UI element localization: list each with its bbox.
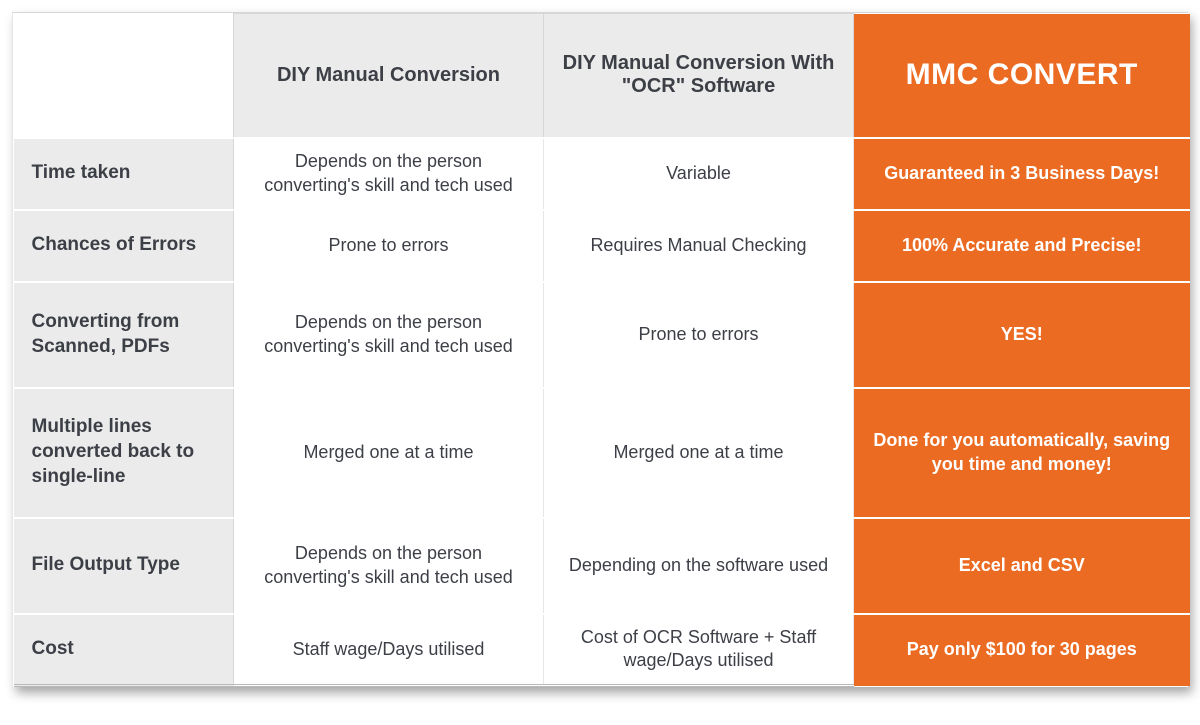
row-attribute: Time taken <box>14 138 234 210</box>
table-row: Chances of ErrorsProne to errorsRequires… <box>14 210 1190 282</box>
table-header-row: DIY Manual Conversion DIY Manual Convers… <box>14 14 1190 138</box>
row-col1: Prone to errors <box>234 210 544 282</box>
row-col3-highlight: 100% Accurate and Precise! <box>854 210 1190 282</box>
table-row: CostStaff wage/Days utilisedCost of OCR … <box>14 614 1190 686</box>
row-attribute: Converting from Scanned, PDFs <box>14 282 234 388</box>
header-blank <box>14 14 234 138</box>
row-col3-highlight: Excel and CSV <box>854 518 1190 614</box>
row-col3-highlight: Guaranteed in 3 Business Days! <box>854 138 1190 210</box>
row-col1: Merged one at a time <box>234 388 544 518</box>
row-attribute: Chances of Errors <box>14 210 234 282</box>
header-col2: DIY Manual Conversion With "OCR" Softwar… <box>544 14 854 138</box>
row-col2: Requires Manual Checking <box>544 210 854 282</box>
row-col1: Depends on the person converting's skill… <box>234 518 544 614</box>
table-row: Time takenDepends on the person converti… <box>14 138 1190 210</box>
row-attribute: File Output Type <box>14 518 234 614</box>
table-row: Multiple lines converted back to single-… <box>14 388 1190 518</box>
row-col3-highlight: Done for you automatically, saving you t… <box>854 388 1190 518</box>
row-attribute: Cost <box>14 614 234 686</box>
table-row: Converting from Scanned, PDFsDepends on … <box>14 282 1190 388</box>
row-col2: Merged one at a time <box>544 388 854 518</box>
row-col2: Cost of OCR Software + Staff wage/Days u… <box>544 614 854 686</box>
row-col3-highlight: YES! <box>854 282 1190 388</box>
row-col2: Prone to errors <box>544 282 854 388</box>
comparison-table: DIY Manual Conversion DIY Manual Convers… <box>13 13 1190 687</box>
row-col1: Depends on the person converting's skill… <box>234 138 544 210</box>
row-col2: Variable <box>544 138 854 210</box>
row-col3-highlight: Pay only $100 for 30 pages <box>854 614 1190 686</box>
table-body: Time takenDepends on the person converti… <box>14 138 1190 686</box>
row-attribute: Multiple lines converted back to single-… <box>14 388 234 518</box>
header-col1: DIY Manual Conversion <box>234 14 544 138</box>
header-col3-highlight: MMC CONVERT <box>854 14 1190 138</box>
table-row: File Output TypeDepends on the person co… <box>14 518 1190 614</box>
row-col1: Staff wage/Days utilised <box>234 614 544 686</box>
comparison-table-container: DIY Manual Conversion DIY Manual Convers… <box>12 12 1188 687</box>
row-col1: Depends on the person converting's skill… <box>234 282 544 388</box>
row-col2: Depending on the software used <box>544 518 854 614</box>
